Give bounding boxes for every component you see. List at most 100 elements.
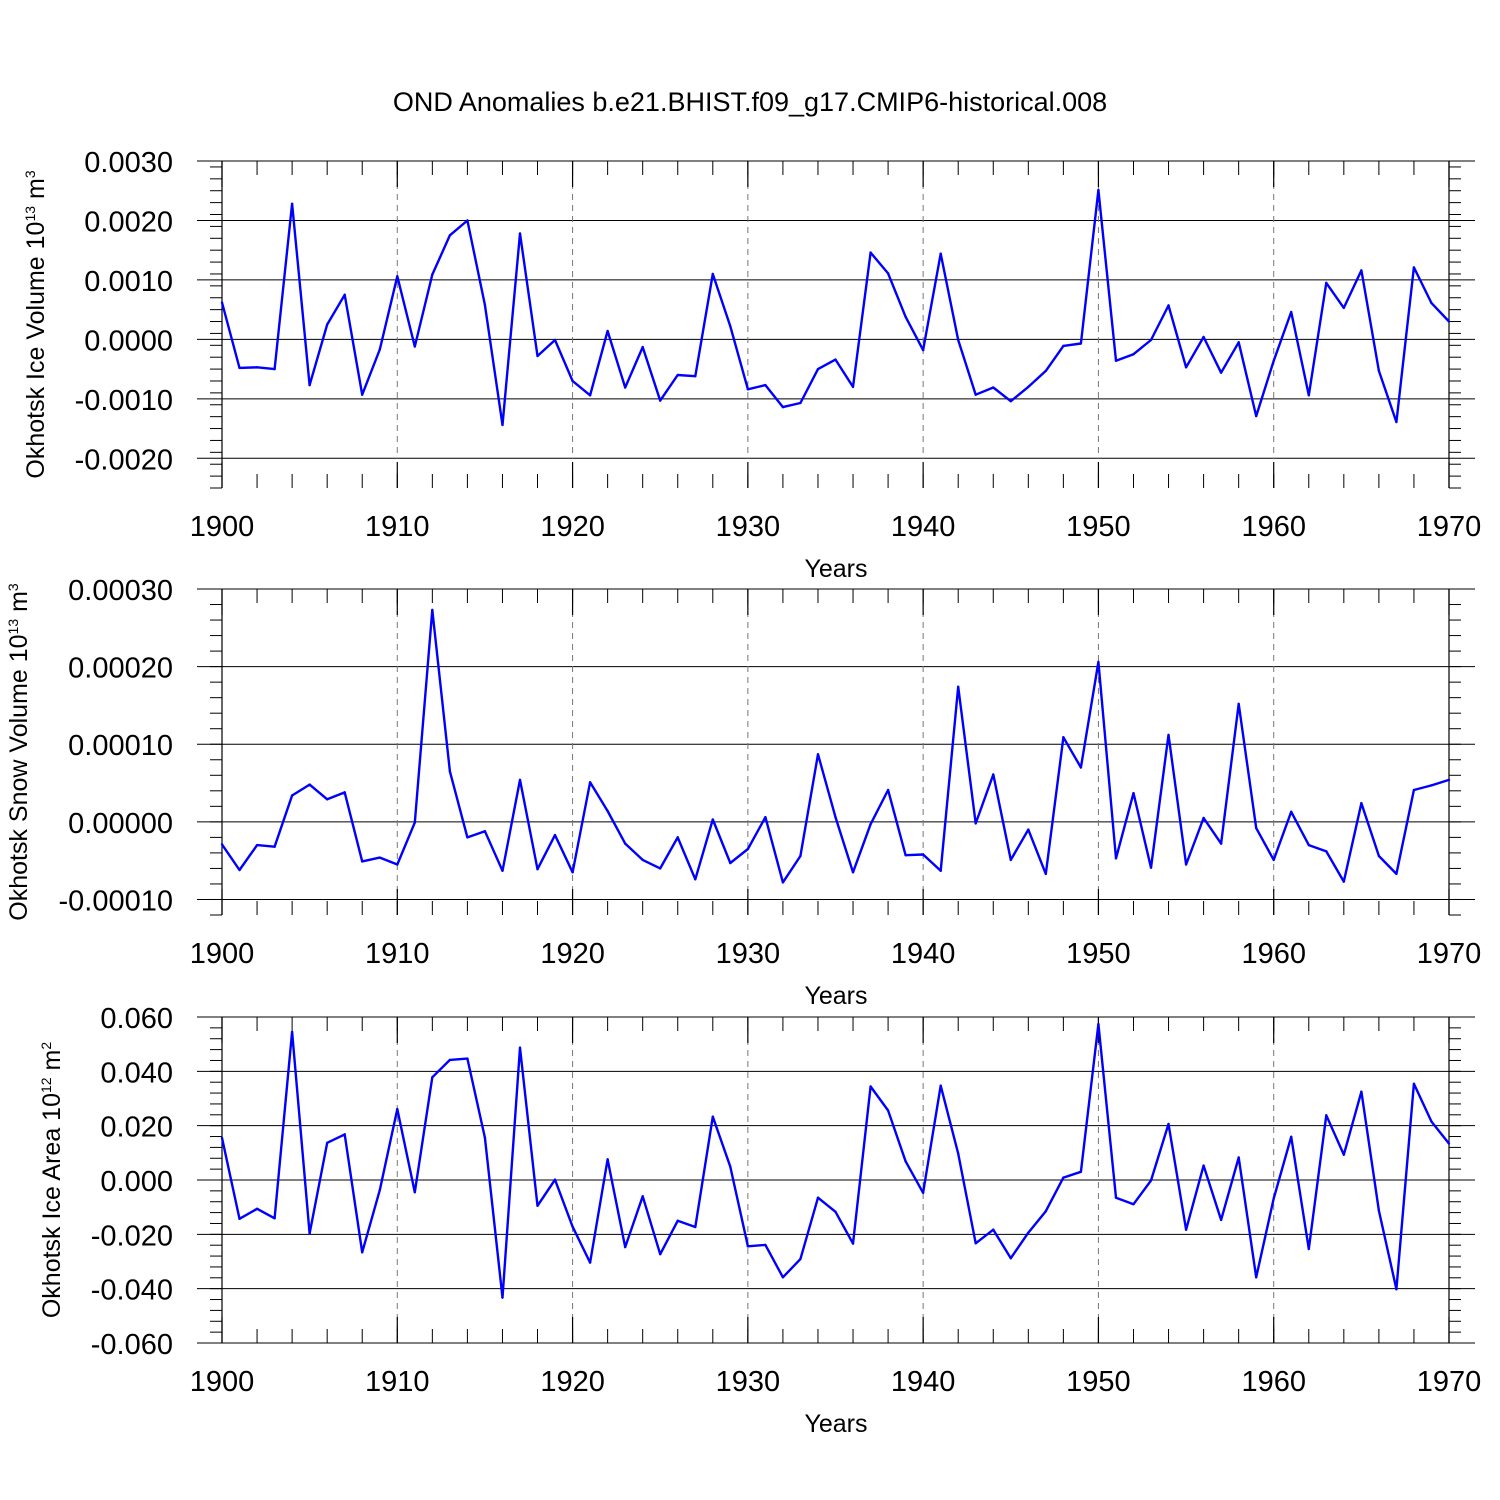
- y-tick-label: 0.0020: [84, 206, 173, 238]
- data-point: [1237, 1156, 1240, 1159]
- data-point: [1062, 344, 1065, 348]
- data-point: [694, 878, 697, 881]
- data-point: [1412, 266, 1416, 269]
- y-tick-label: -0.0020: [75, 444, 173, 476]
- y-tick-label: -0.020: [91, 1220, 173, 1252]
- data-point: [1009, 858, 1012, 862]
- y-axis-label-exponent: 13: [22, 206, 38, 222]
- data-point: [1202, 335, 1205, 339]
- data-point: [396, 863, 399, 866]
- data-point: [1272, 858, 1275, 862]
- data-point: [255, 843, 259, 847]
- data-point: [553, 1178, 557, 1181]
- data-point: [220, 301, 224, 304]
- data-point: [851, 871, 855, 874]
- data-point: [1377, 854, 1381, 858]
- data-point: [431, 273, 434, 276]
- data-point: [974, 1242, 977, 1245]
- data-point: [1395, 872, 1398, 876]
- x-tick-label: 1920: [540, 511, 605, 543]
- data-point: [869, 1085, 872, 1088]
- data-point: [834, 1210, 837, 1213]
- data-point: [1342, 306, 1346, 310]
- y-axis-label-exponent: 2: [38, 1042, 54, 1050]
- data-point: [711, 1115, 714, 1118]
- data-point: [325, 1141, 329, 1144]
- data-point: [238, 366, 241, 370]
- data-point: [518, 1046, 522, 1049]
- x-tick-label: 1930: [716, 511, 781, 543]
- y-tick-label: -0.040: [91, 1275, 173, 1307]
- y-tick-label: 0.0030: [84, 147, 173, 179]
- data-point: [869, 822, 872, 826]
- data-point: [1254, 1276, 1258, 1279]
- data-point: [396, 275, 399, 278]
- y-axis-label-exponent: 3: [22, 170, 38, 178]
- data-point: [448, 234, 452, 237]
- y-tick-label: 0.060: [100, 1003, 173, 1035]
- data-point: [641, 1195, 644, 1198]
- data-point: [606, 1158, 609, 1161]
- x-tick-label: 1920: [540, 1366, 605, 1398]
- data-point: [1079, 1170, 1083, 1174]
- data-point: [378, 348, 381, 351]
- data-point: [343, 1133, 346, 1136]
- data-point: [325, 798, 329, 801]
- data-point: [308, 783, 311, 786]
- data-point: [273, 845, 276, 848]
- data-point: [676, 1219, 679, 1222]
- data-point: [659, 399, 662, 402]
- x-tick-label: 1940: [891, 1366, 956, 1398]
- data-point: [396, 1107, 399, 1111]
- x-tick-label: 1900: [190, 938, 255, 970]
- y-tick-label: 0.040: [100, 1057, 173, 1089]
- data-point: [1290, 1135, 1293, 1139]
- data-point: [641, 858, 644, 862]
- data-point: [886, 1109, 890, 1112]
- data-point: [255, 1207, 259, 1210]
- x-tick-label: 1910: [365, 938, 430, 970]
- data-point: [1377, 1209, 1381, 1212]
- data-point: [816, 1196, 820, 1199]
- x-tick-label: 1910: [365, 511, 430, 543]
- data-point: [431, 1076, 434, 1079]
- data-point: [1167, 304, 1170, 307]
- data-point: [1167, 733, 1170, 737]
- data-point: [1097, 660, 1100, 664]
- y-axis-label-text: Okhotsk Ice Volume 10: [22, 222, 50, 479]
- data-point: [1290, 310, 1293, 314]
- data-point: [974, 393, 977, 396]
- data-point: [1062, 736, 1065, 739]
- data-point: [623, 842, 627, 845]
- data-point: [1132, 1202, 1135, 1206]
- data-point: [781, 881, 785, 884]
- y-axis-label: Okhotsk Ice Volume 1013 m3: [22, 170, 50, 478]
- data-point: [1202, 1164, 1205, 1167]
- data-point: [1027, 1231, 1030, 1234]
- data-point: [939, 252, 942, 255]
- y-tick-label: 0.00030: [68, 575, 173, 607]
- data-point: [273, 367, 276, 371]
- data-point: [1114, 857, 1118, 860]
- data-point: [676, 373, 679, 377]
- data-point: [992, 386, 995, 389]
- data-point: [413, 345, 417, 348]
- data-point: [378, 1188, 381, 1192]
- data-point: [501, 1296, 504, 1299]
- data-point: [623, 386, 627, 389]
- data-point: [746, 388, 750, 391]
- x-tick-label: 1910: [365, 1366, 430, 1398]
- data-point: [1184, 863, 1188, 866]
- data-point: [1254, 826, 1258, 830]
- x-tick-label: 1900: [190, 1366, 255, 1398]
- data-point: [939, 869, 942, 872]
- ice-area-panel: -0.060 -0.040 -0.020 0.000 0.020 0.040 0.060 19…: [38, 1003, 1481, 1438]
- data-point: [921, 1191, 925, 1194]
- data-point: [939, 1084, 942, 1087]
- data-point: [536, 1204, 539, 1208]
- data-point: [361, 860, 364, 863]
- data-point: [238, 868, 241, 872]
- y-tick-label: 0.020: [100, 1112, 173, 1144]
- data-point: [1272, 359, 1275, 362]
